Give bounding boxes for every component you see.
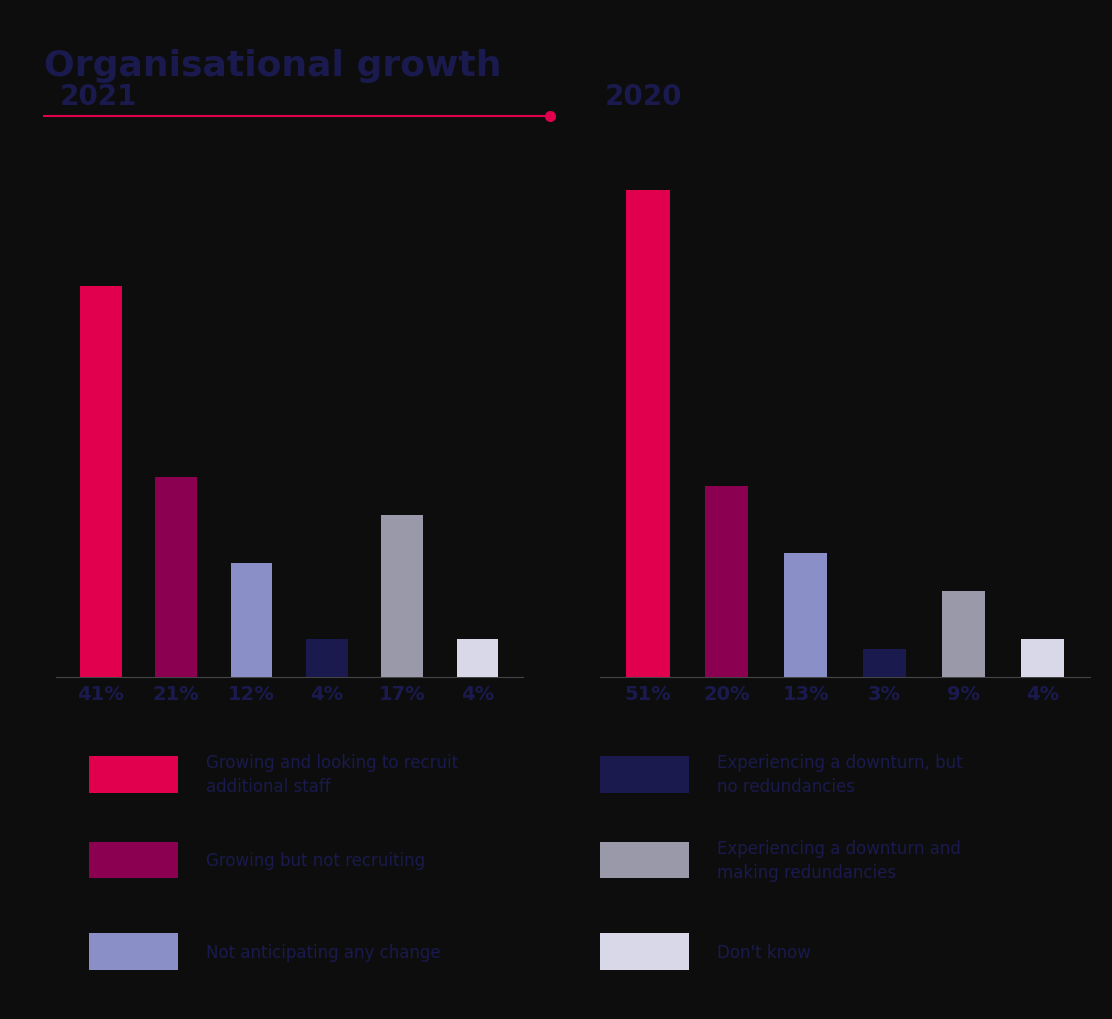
Bar <box>600 933 689 970</box>
Text: Don't know: Don't know <box>717 943 811 961</box>
Bar <box>306 640 348 678</box>
Bar <box>89 842 178 878</box>
Bar <box>89 933 178 970</box>
Text: Not anticipating any change: Not anticipating any change <box>206 943 440 961</box>
Text: Growing and looking to recruit
additional staff: Growing and looking to recruit additiona… <box>206 754 458 795</box>
Bar <box>942 592 985 678</box>
Bar <box>457 640 498 678</box>
Bar <box>89 756 178 793</box>
Bar <box>156 477 197 678</box>
Bar <box>705 487 748 678</box>
Text: Experiencing a downturn and
making redundancies: Experiencing a downturn and making redun… <box>717 840 961 880</box>
Text: 2020: 2020 <box>605 83 682 111</box>
Bar <box>381 516 423 678</box>
Bar <box>784 553 827 678</box>
Bar <box>626 191 669 678</box>
Bar <box>600 756 689 793</box>
Bar <box>80 286 121 678</box>
Bar <box>1021 640 1064 678</box>
Bar <box>600 842 689 878</box>
Bar <box>231 564 272 678</box>
Bar <box>863 649 906 678</box>
Text: Growing but not recruiting: Growing but not recruiting <box>206 851 425 869</box>
Text: Experiencing a downturn, but
no redundancies: Experiencing a downturn, but no redundan… <box>717 754 963 795</box>
Text: Organisational growth: Organisational growth <box>44 49 502 84</box>
Text: 2021: 2021 <box>59 83 137 111</box>
